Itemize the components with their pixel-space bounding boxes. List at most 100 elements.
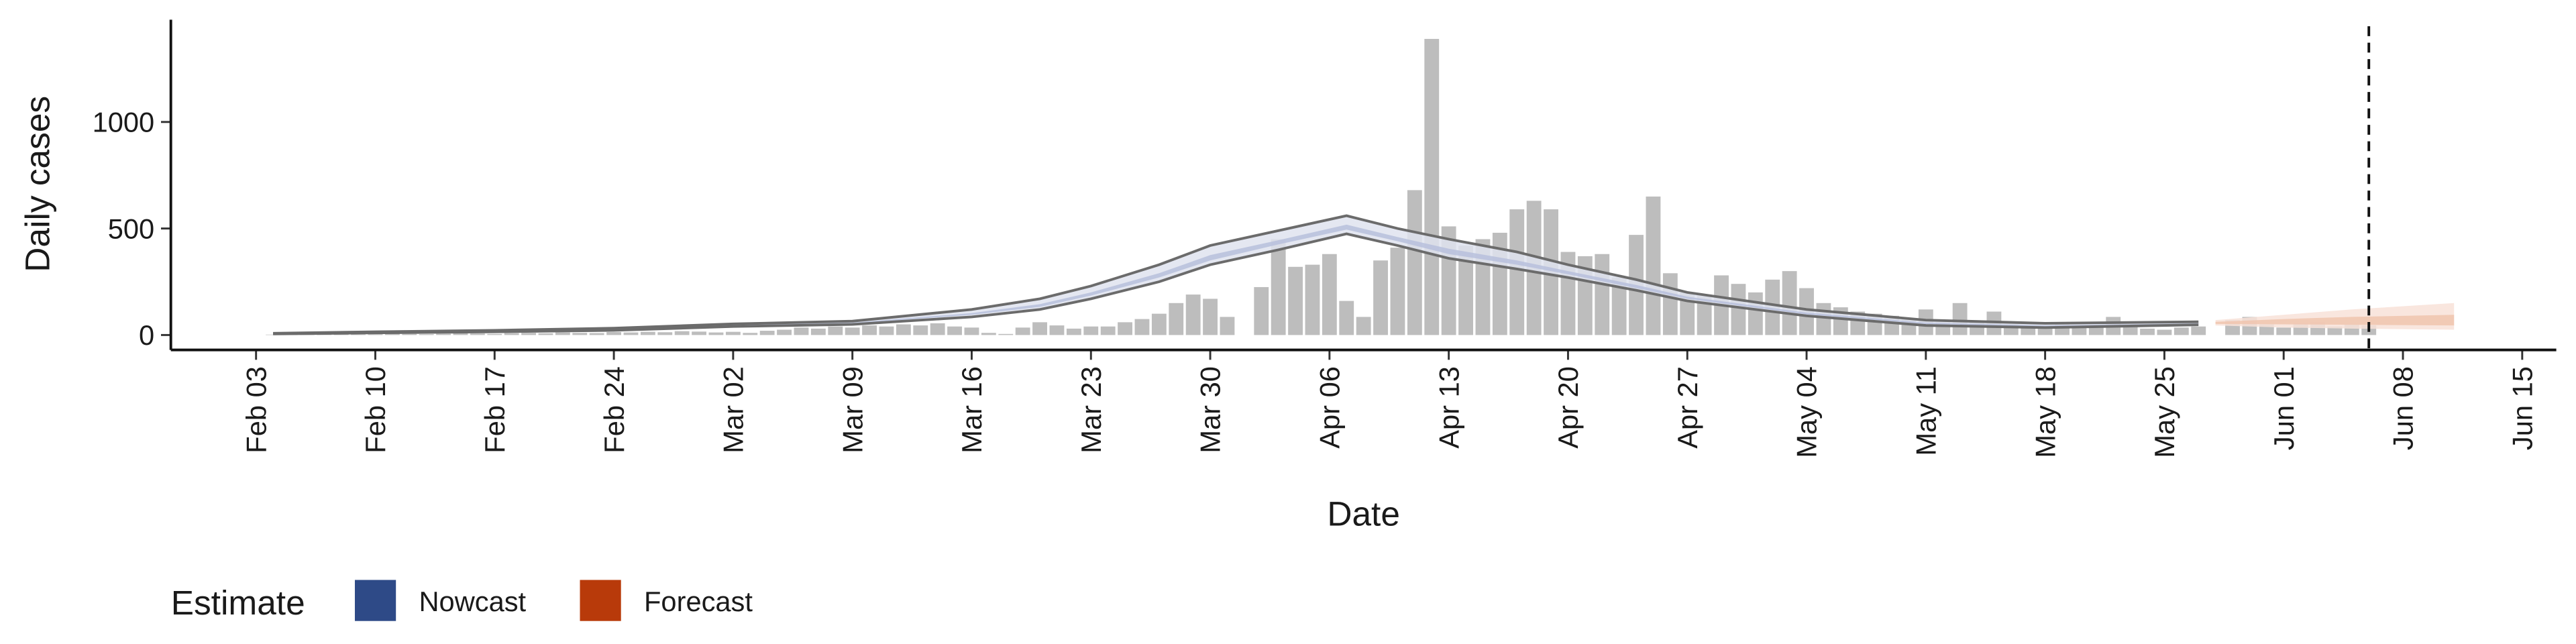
bar [1100,326,1116,335]
bar [1049,325,1065,335]
bar [674,331,690,335]
bar [845,327,860,335]
bar [402,333,417,335]
bar [913,325,928,335]
bar [1083,326,1099,335]
bar [1646,196,1661,335]
bar [606,331,622,335]
x-tick-label: May 11 [1911,366,1942,455]
bar [1509,209,1525,335]
bar [708,332,724,335]
bar [1185,294,1201,335]
bar [1373,260,1388,335]
bar [2123,326,2138,335]
bar [930,323,945,335]
legend: Nowcast Forecast [354,580,753,621]
bar [964,327,979,335]
bar [896,324,911,335]
bar [419,334,434,335]
bar [1322,254,1337,335]
bar [589,333,604,335]
bar [2174,327,2189,335]
x-tick-label: Mar 02 [718,366,749,453]
x-tick-label: Mar 09 [837,366,868,453]
bar [1015,327,1030,335]
bar [2276,327,2292,335]
bar [657,332,673,335]
x-tick-label: Jun 01 [2268,366,2300,450]
bar [1066,328,1081,335]
x-tick-label: Feb 10 [360,366,391,453]
x-tick-label: Feb 24 [598,366,630,453]
bar [725,331,741,335]
y-tick-label: 500 [108,213,154,244]
bar [743,333,758,335]
x-axis-title: Date [1327,494,1400,533]
bar [504,333,519,335]
bar [2327,326,2343,335]
bar [794,327,809,335]
x-tick-label: Apr 13 [1433,366,1464,449]
bar [2072,326,2087,335]
bar [2140,328,2155,335]
x-tick-label: Mar 16 [956,366,987,453]
bar [1356,317,1371,335]
bar [692,331,706,335]
bar [1595,254,1610,335]
bar [2191,326,2206,335]
bar [623,332,639,335]
x-tick-label: Jun 08 [2387,366,2419,450]
bar [1424,38,1440,335]
bar [368,334,383,335]
bar [777,329,792,335]
x-tick-label: Apr 20 [1552,366,1584,449]
bar [1339,301,1354,335]
bar [879,326,894,335]
bar [981,333,996,335]
bar [1680,292,1695,335]
y-tick-label: 1000 [93,107,155,138]
bar [1952,303,1968,335]
bar [1220,317,1235,335]
bar [470,333,485,335]
x-tick-label: Mar 23 [1075,366,1107,453]
x-tick-label: May 04 [1791,366,1823,458]
bar [828,326,843,335]
x-tick-label: Jun 15 [2507,366,2538,450]
bar [1458,246,1473,335]
legend-label: Forecast [644,586,753,617]
inner-band [2215,315,2455,326]
bar [555,332,570,335]
bar [862,325,877,335]
bar [1169,303,1184,335]
bar [1118,322,1132,335]
bar [1254,286,1269,335]
legend-title: Estimate [171,583,305,622]
bar [384,333,400,335]
bar [1611,277,1627,335]
plot-area: 0 500 1000 Feb 03 Feb 10 Feb 17 Feb 24 Mar 02 Ma… [93,19,2557,458]
bar [1407,190,1422,335]
bar [759,331,775,335]
x-tick-label: May 18 [2029,366,2061,458]
y-tick-label: 0 [139,319,154,351]
legend-label: Nowcast [419,586,526,617]
bar [1203,299,1218,335]
legend-key [354,580,396,621]
bar [1731,284,1746,335]
bar [998,333,1014,335]
bar [2088,326,2104,335]
bar [1288,266,1303,335]
y-axis-title: Daily cases [17,96,56,272]
x-tick-label: Apr 06 [1314,366,1346,449]
bar [1271,239,1286,335]
x-tick-label: Feb 03 [240,366,272,453]
bar [1032,322,1047,335]
x-tick-label: Feb 17 [479,366,511,453]
x-tick-label: May 25 [2149,366,2180,458]
band-edge-line [273,214,2199,335]
band-edge-line [273,232,2199,335]
bar [1662,273,1678,335]
bar [810,328,826,335]
